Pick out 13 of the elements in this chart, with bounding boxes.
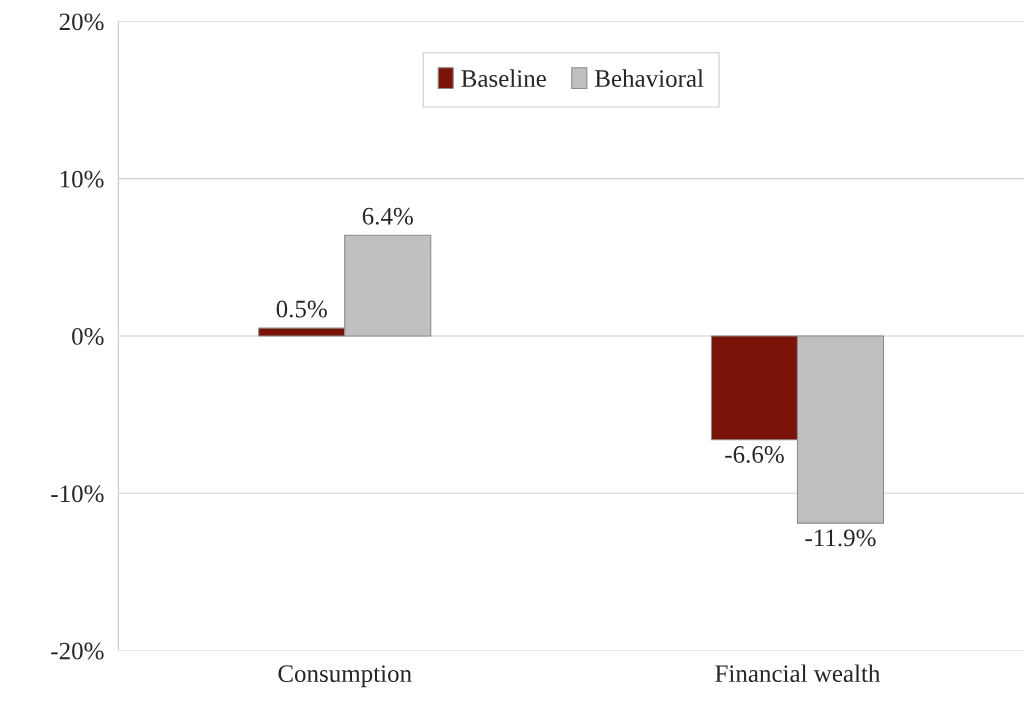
y-tick-label: -20% — [51, 642, 104, 660]
legend-label: Behavioral — [595, 69, 704, 87]
data-label: 6.4% — [362, 207, 413, 225]
legend-label: Baseline — [461, 69, 546, 87]
y-tick-label: 10% — [60, 170, 104, 188]
y-tick-label: 0% — [72, 328, 104, 345]
x-tick-label: Financial wealth — [715, 664, 881, 683]
data-label: 0.5% — [276, 300, 327, 318]
y-tick-label: 20% — [59, 13, 104, 31]
data-label: -6.6% — [725, 446, 784, 464]
x-tick-label: Consumption — [278, 665, 412, 688]
y-tick-label: -10% — [51, 485, 104, 503]
data-label: -11.9% — [805, 529, 876, 547]
